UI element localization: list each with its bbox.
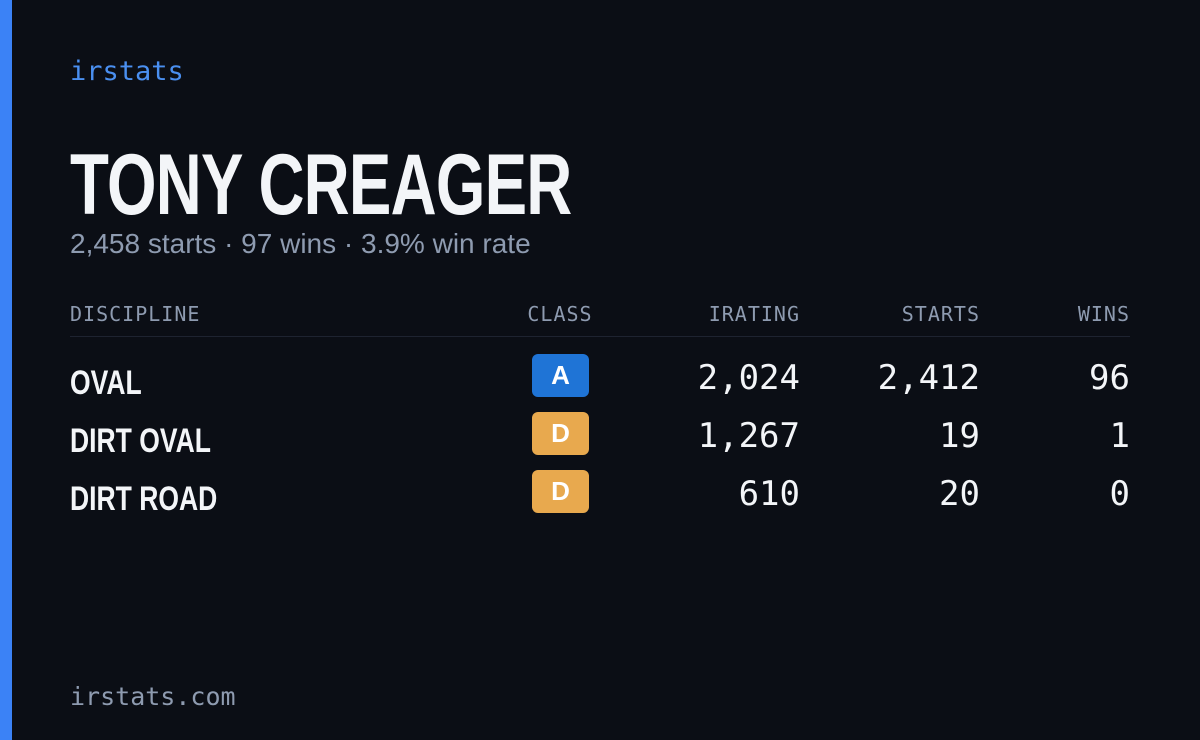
class-badge: D [532,470,589,513]
driver-summary: 2,458 starts · 97 wins · 3.9% win rate [70,228,531,259]
brand: irstats [70,56,184,87]
discipline: OVAL [70,364,142,402]
starts: 19 [939,416,980,456]
discipline: DIRT OVAL [70,422,211,460]
irating: 610 [738,474,800,514]
wins: 96 [1089,358,1130,398]
column-header: WINS [1077,302,1130,326]
column-header: CLASS [527,302,593,326]
class-badge: A [532,354,589,397]
starts: 2,412 [877,358,980,398]
driver-name: TONY CREAGER [70,137,572,233]
accent-bar [0,0,12,740]
column-header: IRATING [708,302,800,326]
column-header: STARTS [901,302,980,326]
discipline: DIRT ROAD [70,480,218,518]
header-rule [70,336,1130,337]
wins: 1 [1109,416,1130,456]
wins: 0 [1109,474,1130,514]
irating: 1,267 [697,416,800,456]
column-header: DISCIPLINE [70,302,201,326]
class-badge: D [532,412,589,455]
footer-url: irstats.com [70,682,236,711]
starts: 20 [939,474,980,514]
irating: 2,024 [697,358,800,398]
